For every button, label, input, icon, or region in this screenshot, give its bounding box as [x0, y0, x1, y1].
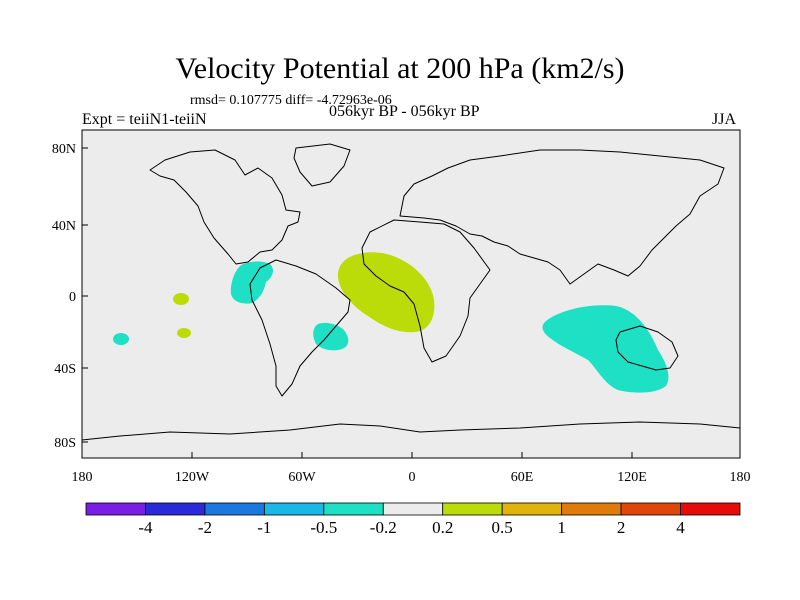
colorbar: -4 -2 -1 -0.5 -0.2 0.2 0.5 1 2 4 [85, 502, 741, 537]
colorbar-swatch [85, 502, 146, 516]
lon-tick-label: 120W [175, 470, 210, 485]
period-label: 056kyr BP - 056kyr BP [329, 103, 480, 120]
longitude-axis: 180 120W 60W 0 60E 120E 180 [72, 452, 751, 485]
latitude-axis: 80N 40N 0 40S 80S [52, 142, 88, 451]
colorbar-swatch [204, 502, 265, 516]
lon-tick-label: 60E [511, 470, 534, 485]
colorbar-swatch [442, 502, 503, 516]
colorbar-label: 0.5 [492, 518, 513, 537]
atlantic-africa-positive [337, 252, 435, 333]
stats-line: rmsd= 0.107775 diff= -4.72963e-06 [190, 93, 392, 108]
colorbar-label: 2 [617, 518, 626, 537]
colorbar-swatch [145, 502, 206, 516]
colorbar-swatch [382, 502, 444, 516]
coastlines [81, 143, 741, 441]
north-america-coast [149, 149, 301, 265]
map-frame [81, 129, 741, 459]
colorbar-label: -2 [198, 518, 212, 537]
pacific-positive-north [173, 293, 189, 305]
colorbar-label: 1 [557, 518, 566, 537]
lon-tick-label: 120E [617, 470, 647, 485]
lat-tick-label: 80S [54, 436, 76, 451]
south-america-negative [313, 322, 349, 351]
pacific-negative-small [113, 333, 129, 345]
lon-tick-label: 0 [409, 470, 416, 485]
colorbar-label: -1 [257, 518, 271, 537]
colorbar-label: -4 [138, 518, 153, 537]
colorbar-swatch [263, 502, 325, 516]
experiment-label: Expt = teiiN1-teiiN [82, 111, 207, 128]
central-america-negative [230, 261, 273, 304]
lon-tick-label: 60W [288, 470, 316, 485]
africa-coast [361, 219, 491, 363]
australia-coast [615, 325, 679, 371]
colorbar-swatch [501, 502, 563, 516]
lat-tick-label: 80N [52, 142, 76, 157]
lat-tick-label: 40S [54, 362, 76, 377]
colorbar-swatch [323, 502, 384, 516]
colorbar-swatch [680, 502, 741, 516]
colorbar-swatch [620, 502, 681, 516]
lon-tick-label: 180 [72, 470, 93, 485]
colorbar-label: 4 [676, 518, 685, 537]
lon-tick-label: 180 [730, 470, 751, 485]
antarctica-coast [81, 421, 741, 441]
colorbar-label: -0.2 [370, 518, 397, 537]
south-america-coast [249, 259, 351, 397]
season-label: JJA [712, 111, 737, 128]
lat-tick-label: 40N [52, 219, 76, 234]
colorbar-label: 0.2 [432, 518, 453, 537]
pacific-positive-south [177, 328, 191, 338]
colorbar-swatch [561, 502, 622, 516]
greenland-coast [293, 143, 351, 187]
colorbar-label: -0.5 [310, 518, 337, 537]
page-title: Velocity Potential at 200 hPa (km2/s) [175, 52, 625, 85]
lat-tick-label: 0 [69, 290, 76, 305]
europe-asia-coast [399, 149, 725, 285]
